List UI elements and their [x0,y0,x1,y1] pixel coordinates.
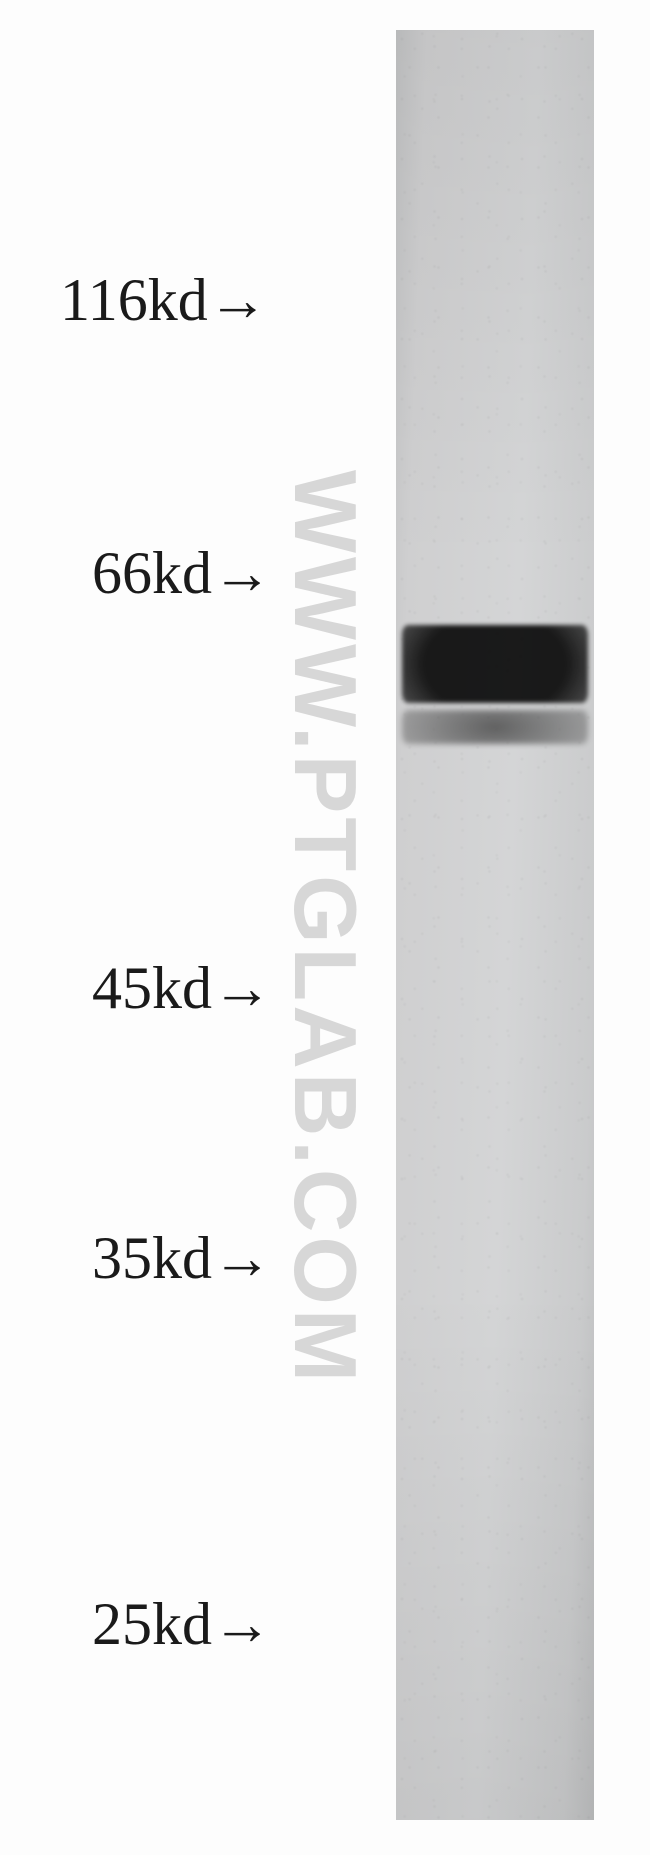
watermark-text: WWW.PTGLAB.COM [274,469,376,1385]
lane-noise [396,30,594,1820]
band-secondary [402,710,588,744]
marker-45kd: 45kd→ [92,958,272,1018]
blot-lane [396,30,594,1820]
marker-116kd: 116kd→ [60,270,268,330]
band-main [402,625,588,703]
marker-35kd: 35kd→ [92,1228,272,1288]
marker-66kd: 66kd→ [92,543,272,603]
marker-25kd: 25kd→ [92,1594,272,1654]
western-blot-figure: 116kd→ 66kd→ 45kd→ 35kd→ 25kd→ WWW.PTGLA… [0,0,650,1855]
